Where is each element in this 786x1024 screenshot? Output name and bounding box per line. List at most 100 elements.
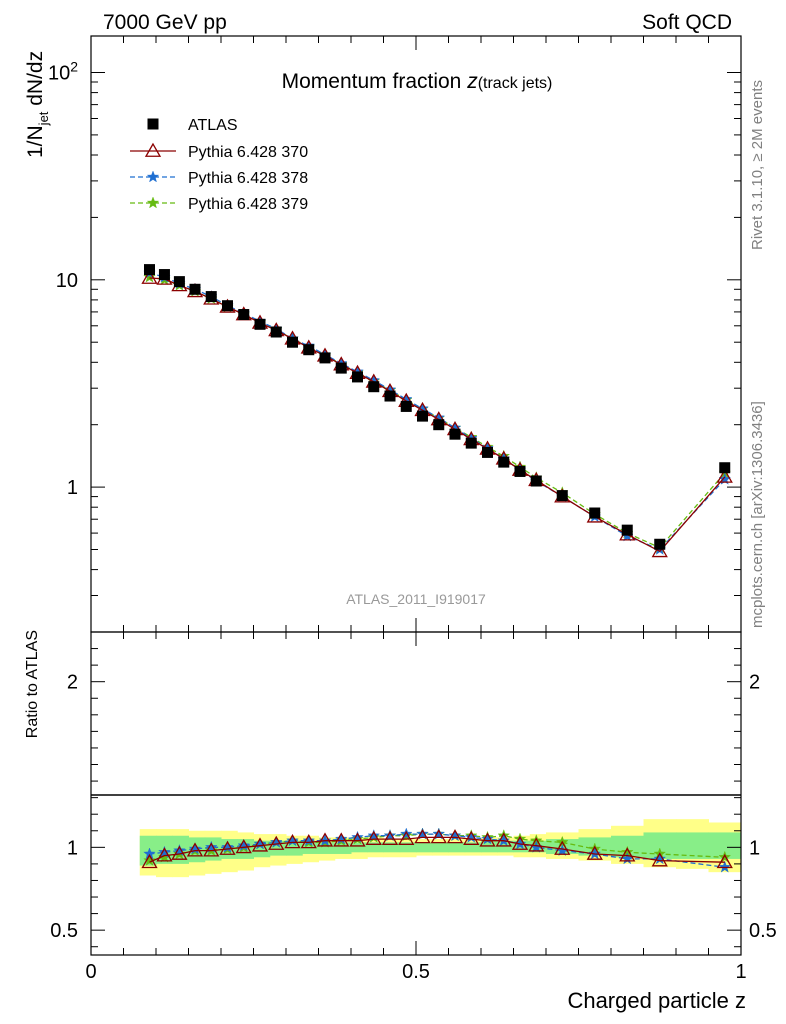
- atlas-point: [319, 352, 331, 364]
- ratio-pythia-6-428-370-point: [554, 840, 571, 855]
- ratio-pythia-6-428-370-point: [495, 832, 512, 847]
- legend-marker-pythia-6-428-378: [146, 170, 160, 183]
- ratio-y-ticklabel-right: 0.5: [749, 920, 777, 942]
- ratio-pythia-6-428-378-point: [253, 837, 267, 850]
- atlas-point: [173, 276, 185, 288]
- ratio-pythia-6-428-370-point: [156, 847, 173, 862]
- ratio-pythia-6-428-378-point: [351, 830, 364, 843]
- atlas-point: [384, 390, 396, 402]
- ratio-pythia-6-428-370-point: [586, 845, 603, 860]
- ratio-pythia-6-428-370-point: [619, 847, 636, 862]
- ratio-pythia-6-428-378-point: [158, 845, 171, 858]
- ratio-pythia-6-428-370-point: [430, 829, 447, 844]
- atlas-point: [482, 446, 493, 458]
- ratio-pythia-6-428-370-point: [251, 837, 269, 852]
- x-ticklabel: 0.5: [402, 961, 430, 983]
- ratio-pythia-6-428-370-point: [381, 830, 399, 845]
- atlas-point: [556, 490, 568, 502]
- legend-label-pythia-6-428-379: Pythia 6.428 379: [188, 196, 308, 213]
- atlas-point: [530, 475, 542, 487]
- x-ticklabel: 1: [735, 961, 746, 983]
- main-y-ticklabel: 102: [48, 59, 78, 85]
- ratio-band-inner: [351, 842, 368, 853]
- legend-label-pythia-6-428-378: Pythia 6.428 378: [188, 170, 308, 187]
- ratio-pythia-6-428-370-point: [268, 835, 285, 850]
- atlas-point: [498, 456, 510, 468]
- atlas-point: [238, 309, 250, 321]
- header-right: Soft QCD: [642, 11, 732, 34]
- ratio-pythia-6-428-370-point: [284, 834, 301, 849]
- ratio-band-inner: [367, 842, 384, 853]
- ratio-pythia-6-428-378-point: [399, 827, 413, 840]
- atlas-point: [719, 462, 731, 474]
- atlas-point: [417, 410, 428, 422]
- chart-title: Momentum fraction z(track jets): [282, 70, 553, 93]
- atlas-point: [303, 344, 315, 356]
- atlas-point: [368, 381, 380, 393]
- ratio-pythia-6-428-370-point: [141, 853, 158, 869]
- ratio-pythia-6-428-378-point: [204, 840, 218, 853]
- atlas-point: [254, 318, 266, 330]
- ratio-ticks: 0.5 0.5 1 1 2 2: [50, 631, 777, 955]
- ratio-pythia-6-428-370-point: [479, 832, 496, 847]
- pythia-6-428-379-point: [143, 270, 156, 283]
- ratio-pythia-6-428-378-point: [416, 827, 429, 840]
- ratio-pythia-6-428-370-point: [186, 842, 204, 857]
- atlas-point: [449, 428, 461, 440]
- pythia-6-428-370-point: [141, 269, 158, 284]
- ratio-pythia-6-428-378-point: [221, 840, 234, 853]
- atlas-point: [158, 269, 170, 281]
- legend-label-pythia-6-428-370: Pythia 6.428 370: [188, 144, 308, 161]
- ratio-pythia-6-428-378-point: [481, 832, 494, 845]
- ratio-y-ticklabel-right: 2: [749, 672, 760, 694]
- ratio-pythia-6-428-370-point: [171, 845, 188, 860]
- ratio-ylabel: Ratio to ATLAS: [24, 630, 41, 738]
- ratio-pythia-6-428-370-point: [316, 832, 334, 847]
- legend-label-atlas: ATLAS: [188, 117, 238, 134]
- pythia-6-428-370-point: [651, 543, 668, 558]
- atlas-point: [621, 524, 633, 536]
- pythia-6-428-378-line: [149, 272, 726, 551]
- ratio-band-inner: [399, 842, 417, 853]
- atlas-point: [335, 362, 347, 374]
- ratio-pythia-6-428-378-point: [173, 844, 186, 856]
- ratio-pythia-6-428-370-point: [235, 839, 252, 854]
- ratio-pythia-6-428-370-point: [511, 835, 529, 850]
- ratio-band-inner: [318, 842, 336, 854]
- ratio-pythia-6-428-379-point: [143, 854, 156, 866]
- ratio-pythia-6-428-370-point: [300, 834, 317, 849]
- ratio-pythia-6-428-370-point: [446, 829, 464, 844]
- ratio-band-inner: [448, 842, 466, 853]
- ratio-pythia-6-428-370-point: [651, 852, 668, 867]
- legend-marker-pythia-6-428-370: [144, 142, 162, 157]
- atlas-point: [352, 371, 363, 383]
- legend: ATLAS Pythia 6.428 370 Pythia 6.428 378 Pyt…: [130, 117, 308, 213]
- ratio-y-ticklabel-left: 0.5: [50, 920, 78, 942]
- main-marks: [141, 264, 733, 558]
- legend-marker-pythia-6-428-379: [146, 196, 160, 209]
- atlas-point: [287, 336, 298, 348]
- atlas-point: [270, 326, 282, 338]
- ratio-pythia-6-428-378-point: [237, 839, 251, 851]
- ratio-pythia-6-428-370-point: [349, 832, 366, 847]
- ratio-pythia-6-428-370-point: [203, 842, 220, 857]
- main-ticks: 1 10 102: [48, 36, 742, 633]
- ratio-y-ticklabel-left: 2: [67, 672, 78, 694]
- ratio-pythia-6-428-378-point: [653, 852, 667, 865]
- main-ylabel: 1/Njet dN/dz: [24, 51, 51, 158]
- x-ticklabel: 0: [85, 961, 96, 983]
- ratio-pythia-6-428-378-point: [718, 860, 732, 873]
- ratio-pythia-6-428-370-point: [398, 830, 415, 845]
- main-y-ticklabel: 1: [67, 477, 78, 499]
- pythia-6-428-379-line: [149, 276, 726, 549]
- ratio-y-ticklabel-right: 1: [749, 837, 760, 859]
- pythia-6-428-370-point: [716, 468, 733, 483]
- analysis-watermark: ATLAS_2011_I919017: [346, 591, 486, 607]
- ratio-pythia-6-428-379-point: [718, 850, 732, 863]
- atlas-point: [654, 538, 666, 550]
- ratio-band-inner: [416, 842, 433, 853]
- atlas-point: [514, 465, 526, 477]
- ratio-pythia-6-428-378-point: [286, 834, 299, 847]
- x-axis-label: Charged particle z: [567, 988, 746, 1013]
